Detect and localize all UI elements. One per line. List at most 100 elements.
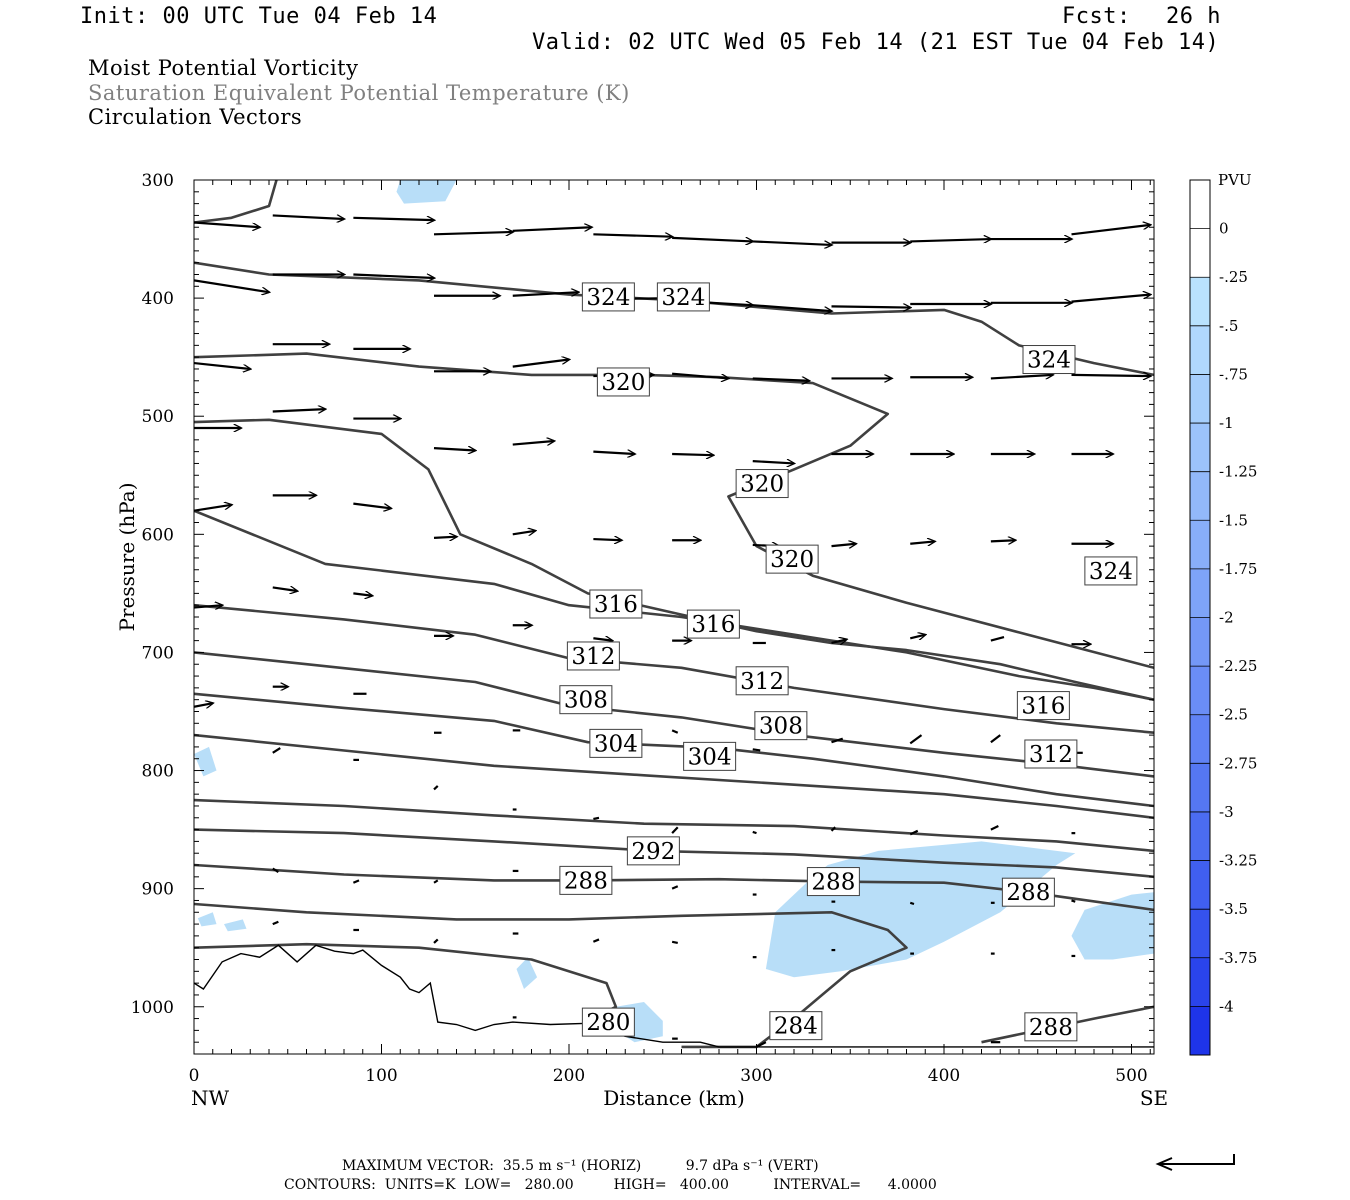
circulation-vector [1071, 375, 1151, 376]
circulation-vector [512, 360, 569, 368]
circulation-vector [512, 441, 554, 445]
contour-label: 288 [1006, 880, 1050, 906]
endpoint-left-label: NW [191, 1086, 230, 1110]
contour-label-box [1016, 691, 1070, 721]
circulation-vector [194, 279, 269, 292]
circulation-vector [194, 703, 213, 707]
circulation-vector [990, 825, 999, 831]
circulation-vector [194, 221, 260, 228]
forecast-label: Fcst: [1062, 4, 1131, 29]
theta-contour [194, 509, 1154, 701]
circulation-vector [353, 502, 391, 509]
circulation-vector [831, 737, 844, 744]
contour-label-box [806, 867, 860, 897]
contour-label-box [1084, 556, 1138, 586]
circulation-vector [512, 227, 592, 232]
contour-label-box [596, 367, 650, 397]
circulation-vector [990, 636, 1005, 642]
contour-label-box [1024, 1012, 1078, 1042]
circulation-vector [756, 1041, 767, 1048]
theta-contour [194, 352, 1154, 670]
colorbar-bin [1190, 423, 1210, 472]
contour-label-box [566, 641, 620, 671]
contour-label: 312 [740, 669, 784, 695]
circulation-vector [909, 635, 925, 639]
circulation-vector [593, 452, 634, 454]
colorbar-label: -.25 [1219, 268, 1248, 286]
circulation-vector [752, 461, 794, 463]
circulation-vector [831, 639, 847, 643]
theta-contour [194, 942, 618, 1023]
terrain-line [194, 944, 1154, 1048]
circulation-vector [512, 292, 579, 297]
circulation-vector [194, 505, 232, 512]
contour-label: 288 [811, 870, 855, 896]
colorbar-label: -.75 [1219, 365, 1248, 383]
contour-label: 308 [759, 714, 803, 740]
contour-label-box [656, 282, 710, 312]
colorbar-bin [1190, 763, 1210, 812]
colorbar-label: -1 [1219, 414, 1234, 432]
circulation-vector [990, 540, 1015, 541]
contour-label-box [589, 589, 643, 619]
circulation-vector [752, 378, 809, 380]
colorbar-label: -3.75 [1219, 949, 1257, 967]
circulation-vector [272, 587, 297, 591]
y-axis-label: Pressure (hPa) [115, 483, 139, 632]
mpv-region [194, 746, 217, 777]
circulation-vector [272, 214, 344, 219]
forecast-hour: 26 h [1166, 4, 1221, 29]
colorbar-bin [1190, 909, 1210, 958]
x-tick-label: 300 [740, 1066, 772, 1086]
colorbar-bin [1190, 957, 1210, 1007]
contour-label-box [683, 741, 737, 771]
theta-contour [981, 1005, 1154, 1044]
colorbar-label: -.5 [1219, 317, 1238, 335]
circulation-vector [1071, 899, 1076, 903]
circulation-vector [672, 236, 753, 242]
colorbar-bin [1190, 811, 1210, 861]
colorbar-label: -2.25 [1219, 657, 1257, 675]
circulation-vector [909, 901, 915, 906]
contour-label-box [1001, 877, 1055, 907]
circulation-vector [353, 273, 434, 278]
circulation-vector [352, 879, 360, 884]
y-tick-label: 800 [142, 762, 174, 782]
reference-vector [1160, 1154, 1235, 1165]
circulation-vector [194, 361, 250, 369]
circulation-vector [752, 748, 761, 752]
contour-label: 292 [631, 839, 675, 865]
colorbar-label: -1.25 [1219, 463, 1257, 481]
colorbar-label: -1.75 [1219, 560, 1257, 578]
circulation-vector [831, 544, 856, 546]
circulation-vector [671, 826, 679, 834]
circulation-vector [433, 448, 475, 450]
contour-info-note: CONTOURS: UNITS=K LOW= 280.00 HIGH= 400.… [284, 1177, 937, 1193]
circulation-vector [909, 734, 923, 745]
colorbar-label: -1.5 [1219, 511, 1248, 529]
mpv-region [516, 957, 538, 989]
colorbar-bin [1190, 568, 1210, 618]
contour-label: 312 [571, 644, 615, 670]
colorbar-label: -2 [1219, 609, 1234, 627]
circulation-vector [194, 605, 222, 607]
colorbar-bin [1190, 277, 1210, 326]
circulation-vector [752, 240, 832, 245]
circulation-vector [671, 885, 679, 890]
circulation-vector [910, 239, 991, 241]
colorbar-label: -3.25 [1219, 852, 1257, 870]
endpoint-right-label: SE [1140, 1086, 1168, 1110]
circulation-vector [990, 734, 1001, 744]
circulation-vector [512, 531, 536, 535]
circulation-vector [671, 729, 679, 734]
contour-label-box [769, 1011, 823, 1041]
y-tick-label: 1000 [131, 998, 174, 1018]
circulation-vector [593, 638, 612, 640]
contour-label-box [1024, 739, 1078, 769]
colorbar-bin [1190, 228, 1210, 278]
circulation-vector [433, 938, 439, 944]
y-tick-label: 500 [142, 407, 174, 427]
colorbar-label: -3 [1219, 803, 1234, 821]
circulation-vector [272, 409, 326, 411]
